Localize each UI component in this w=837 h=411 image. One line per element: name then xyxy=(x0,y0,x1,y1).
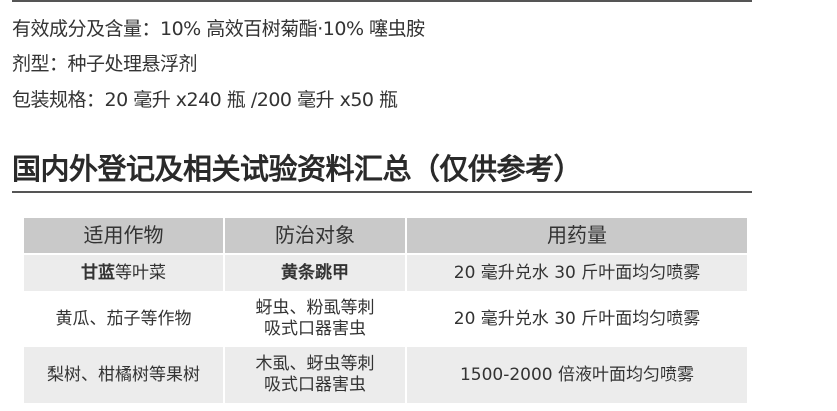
cell-crop: 梨树、柑橘树等果树 xyxy=(24,347,223,403)
table-header: 适用作物 防治对象 用药量 xyxy=(24,218,747,253)
target-line-2: 吸式口器害虫 xyxy=(264,319,366,339)
cell-dosage: 20 毫升兑水 30 斤叶面均匀喷雾 xyxy=(407,293,747,345)
cell-crop: 甘蓝等叶菜 xyxy=(24,255,223,291)
top-divider xyxy=(12,0,752,2)
cell-target: 木虱、蚜虫等刺 吸式口器害虫 xyxy=(225,347,405,403)
cell-target: 黄条跳甲 xyxy=(225,255,405,291)
section-title: 国内外登记及相关试验资料汇总（仅供参考） xyxy=(12,152,583,186)
crop-text: 等叶菜 xyxy=(115,262,166,283)
table-row: 梨树、柑橘树等果树 木虱、蚜虫等刺 吸式口器害虫 1500-2000 倍液叶面均匀… xyxy=(24,347,747,403)
table-row: 黄瓜、茄子等作物 蚜虫、粉虱等刺 吸式口器害虫 20 毫升兑水 30 斤叶面均匀喷… xyxy=(24,293,747,345)
registration-table: 适用作物 防治对象 用药量 甘蓝等叶菜 黄条跳甲 20 毫升兑水 30 斤叶面均… xyxy=(22,216,749,405)
target-line-1: 木虱、蚜虫等刺 xyxy=(255,354,375,374)
target-line-2: 吸式口器害虫 xyxy=(264,375,366,395)
header-target: 防治对象 xyxy=(225,218,405,253)
cell-dosage: 20 毫升兑水 30 斤叶面均匀喷雾 xyxy=(407,255,747,291)
packaging-text: 包装规格：20 毫升 x240 瓶 /200 毫升 x50 瓶 xyxy=(12,89,398,111)
cell-target: 蚜虫、粉虱等刺 吸式口器害虫 xyxy=(225,293,405,345)
ingredient-text: 有效成分及含量：10% 高效百树菊酯·10% 噻虫胺 xyxy=(12,18,425,40)
formulation-text: 剂型：种子处理悬浮剂 xyxy=(12,53,198,75)
header-dosage: 用药量 xyxy=(407,218,747,253)
table-row: 甘蓝等叶菜 黄条跳甲 20 毫升兑水 30 斤叶面均匀喷雾 xyxy=(24,255,747,291)
cell-dosage: 1500-2000 倍液叶面均匀喷雾 xyxy=(407,347,747,403)
title-divider xyxy=(12,191,752,193)
header-crop: 适用作物 xyxy=(24,218,223,253)
crop-bold: 甘蓝 xyxy=(81,262,115,283)
cell-crop: 黄瓜、茄子等作物 xyxy=(24,293,223,345)
target-line-1: 蚜虫、粉虱等刺 xyxy=(255,298,375,318)
target-bold: 黄条跳甲 xyxy=(281,262,349,283)
